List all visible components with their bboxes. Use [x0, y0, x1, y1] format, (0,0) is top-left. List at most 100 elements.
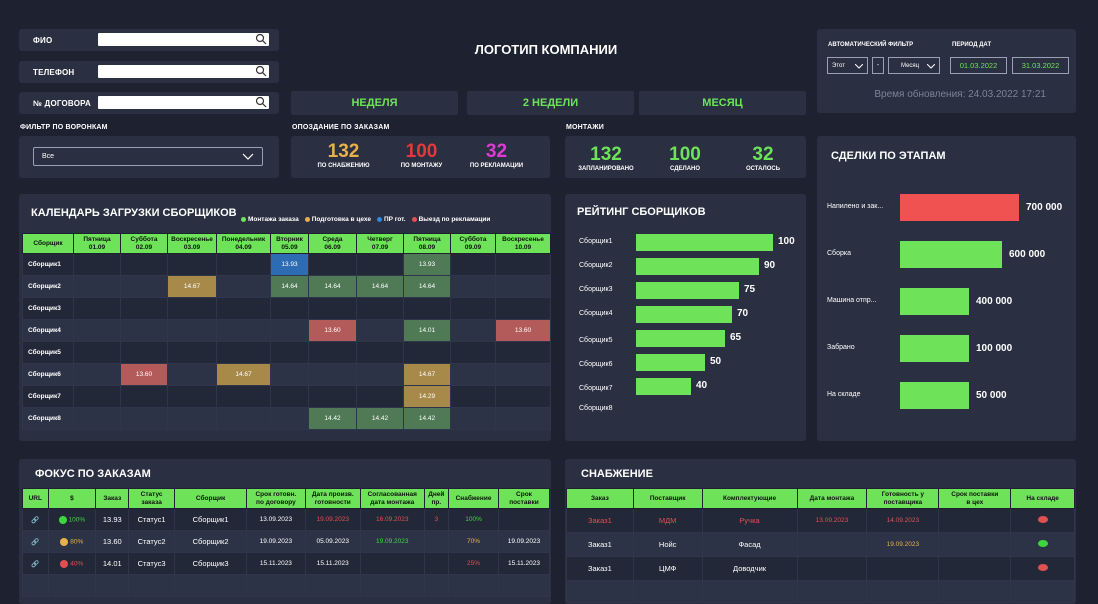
rating-bar [636, 234, 773, 251]
funnel-select[interactable]: Все [33, 147, 263, 166]
calendar-cell [308, 363, 357, 386]
supply-title: СНАБЖЕНИЕ [581, 468, 653, 480]
rating-panel: РЕЙТИНГ СБОРЩИКОВ Сборщик1 100 Сборщик2 90 С… [565, 194, 806, 441]
calendar-cell[interactable]: 14.42 [356, 407, 404, 430]
focus-row: 🔗 80% 13.60 Статус2 Сборщик2 19.09.2023 05.09… [22, 530, 550, 553]
calendar-cell[interactable]: 14.64 [308, 275, 357, 298]
calendar-cell[interactable]: 14.42 [403, 407, 451, 430]
rating-value: 65 [730, 332, 742, 343]
delay-supply-kpi: 132 ПО СНАБЖЕНИЮ [301, 141, 386, 170]
header-line-2: по договору [256, 498, 296, 506]
search-icon[interactable] [255, 33, 267, 45]
calendar-cell [403, 297, 451, 320]
url-cell[interactable]: 🔗 [22, 530, 49, 553]
delivery-cell [938, 508, 1012, 533]
calendar-cell [356, 341, 404, 364]
delivery-cell: 15.11.2023 [498, 552, 550, 575]
supply-column-header: Дата монтажа [796, 488, 868, 509]
calendar-cell [120, 319, 168, 342]
supply-column-header: Срок поставки в цех [938, 488, 1012, 509]
period-week-button[interactable]: НЕДЕЛЯ [291, 91, 458, 115]
header-line-1: Согласованная [367, 490, 417, 498]
kpi-value: 100 [669, 144, 701, 165]
header-line-2: заказа [141, 498, 162, 506]
phone-input[interactable] [98, 65, 269, 78]
calendar-cell[interactable]: 14.67 [167, 275, 217, 298]
empty-cell [701, 580, 798, 603]
calendar-panel: КАЛЕНДАРЬ ЗАГРУЗКИ СБОРЩИКОВ Монтажа зак… [19, 194, 551, 441]
focus-column-header: Статус заказа [128, 488, 175, 509]
contract-input[interactable] [98, 96, 269, 109]
rating-bar [636, 258, 759, 275]
install-date-cell [796, 532, 868, 557]
url-cell[interactable]: 🔗 [22, 508, 49, 531]
header-line-2: 05.09 [281, 243, 298, 251]
calendar-cell [270, 297, 309, 320]
period-2weeks-button[interactable]: 2 НЕДЕЛИ [467, 91, 634, 115]
auto-filter-panel: АВТОМАТИЧЕСКИЙ ФИЛЬТР ПЕРИОД ДАТ Этот - … [817, 29, 1076, 113]
status-dot-icon [60, 559, 69, 568]
link-icon[interactable]: 🔗 [31, 538, 40, 546]
calendar-cell [216, 297, 271, 320]
prod-date-cell: 19.09.2023 [304, 508, 361, 531]
focus-panel: ФОКУС ПО ЗАКАЗАМ URL $ Заказ Статус заказа Сб… [19, 459, 551, 604]
link-icon[interactable]: 🔗 [31, 560, 40, 568]
calendar-cell[interactable]: 14.64 [270, 275, 309, 298]
calendar-cell[interactable]: 14.01 [403, 319, 451, 342]
focus-row: 🔗 40% 14.01 Статус3 Сборщик3 15.11.2023 15.11… [22, 552, 550, 575]
header-line-2: пр. [431, 498, 442, 506]
header-line-1: Дата произв. [311, 490, 354, 498]
calendar-cell[interactable]: 14.29 [403, 385, 451, 408]
calendar-cell[interactable]: 13.93 [403, 253, 451, 276]
rating-worker-label: Сборщик1 [579, 238, 613, 245]
calendar-cell[interactable]: 14.67 [403, 363, 451, 386]
calendar-cell[interactable]: 14.42 [308, 407, 357, 430]
auto-filter-select2[interactable]: Месяц [888, 57, 940, 74]
kpi-value: 32 [485, 141, 508, 162]
period-month-button[interactable]: МЕСЯЦ [639, 91, 806, 115]
search-icon[interactable] [255, 96, 267, 108]
status-cell: Статус2 [128, 530, 175, 553]
rating-bar [636, 282, 739, 299]
status-cell: Статус3 [128, 552, 175, 575]
calendar-header-row: Сборщик Пятница 01.09 Суббота 02.09 Воскресен… [22, 233, 551, 254]
date-from-input[interactable]: 01.03.2022 [950, 57, 1007, 74]
rating-value: 50 [710, 356, 722, 367]
auto-filter-label: АВТОМАТИЧЕСКИЙ ФИЛЬТР [828, 42, 914, 48]
rating-title: РЕЙТИНГ СБОРЩИКОВ [577, 206, 706, 218]
calendar-row: Сборщик6 13.60 14.67 14.67 [22, 363, 551, 386]
deals-panel: СДЕЛКИ ПО ЭТАПАМ Напилено и зак... 700 00… [817, 136, 1076, 441]
auto-filter-select1[interactable]: Этот [827, 57, 868, 74]
header-line-1: Срок готовн. [255, 490, 297, 498]
rating-worker-label: Сборщик5 [579, 337, 613, 344]
calendar-cell[interactable]: 14.67 [216, 363, 271, 386]
worker-cell: Сборщик1 [173, 508, 248, 531]
header-line-1: Воскресенье [502, 235, 544, 243]
calendar-column-header: Суббота 09.09 [450, 233, 496, 254]
url-cell[interactable]: 🔗 [22, 552, 49, 575]
calendar-cell [216, 407, 271, 430]
date-to-input[interactable]: 31.03.2022 [1012, 57, 1069, 74]
fio-input[interactable] [98, 33, 269, 46]
search-icon[interactable] [255, 65, 267, 77]
phone-filter: ТЕЛЕФОН [19, 61, 279, 83]
calendar-cell [270, 319, 309, 342]
calendar-row: Сборщик5 [22, 341, 551, 364]
deal-stage-label: Забрано [827, 344, 855, 351]
calendar-column-header: Пятница 08.09 [403, 233, 451, 254]
calendar-cell[interactable]: 14.64 [403, 275, 451, 298]
empty-cell [448, 574, 499, 597]
kpi-value: 132 [327, 141, 360, 162]
calendar-cell[interactable]: 13.93 [270, 253, 309, 276]
supply-column-header: На складе [1010, 488, 1075, 509]
header-line-2: в цех [966, 498, 984, 506]
link-icon[interactable]: 🔗 [31, 516, 40, 524]
calendar-cell[interactable]: 13.60 [308, 319, 357, 342]
calendar-cell [167, 319, 217, 342]
calendar-cell[interactable]: 13.60 [120, 363, 168, 386]
calendar-cell[interactable]: 13.60 [495, 319, 551, 342]
calendar-cell [450, 407, 496, 430]
focus-column-header: Дата произв. готовности [304, 488, 361, 509]
item-cell: Ручка [701, 508, 798, 533]
calendar-cell[interactable]: 14.64 [356, 275, 404, 298]
